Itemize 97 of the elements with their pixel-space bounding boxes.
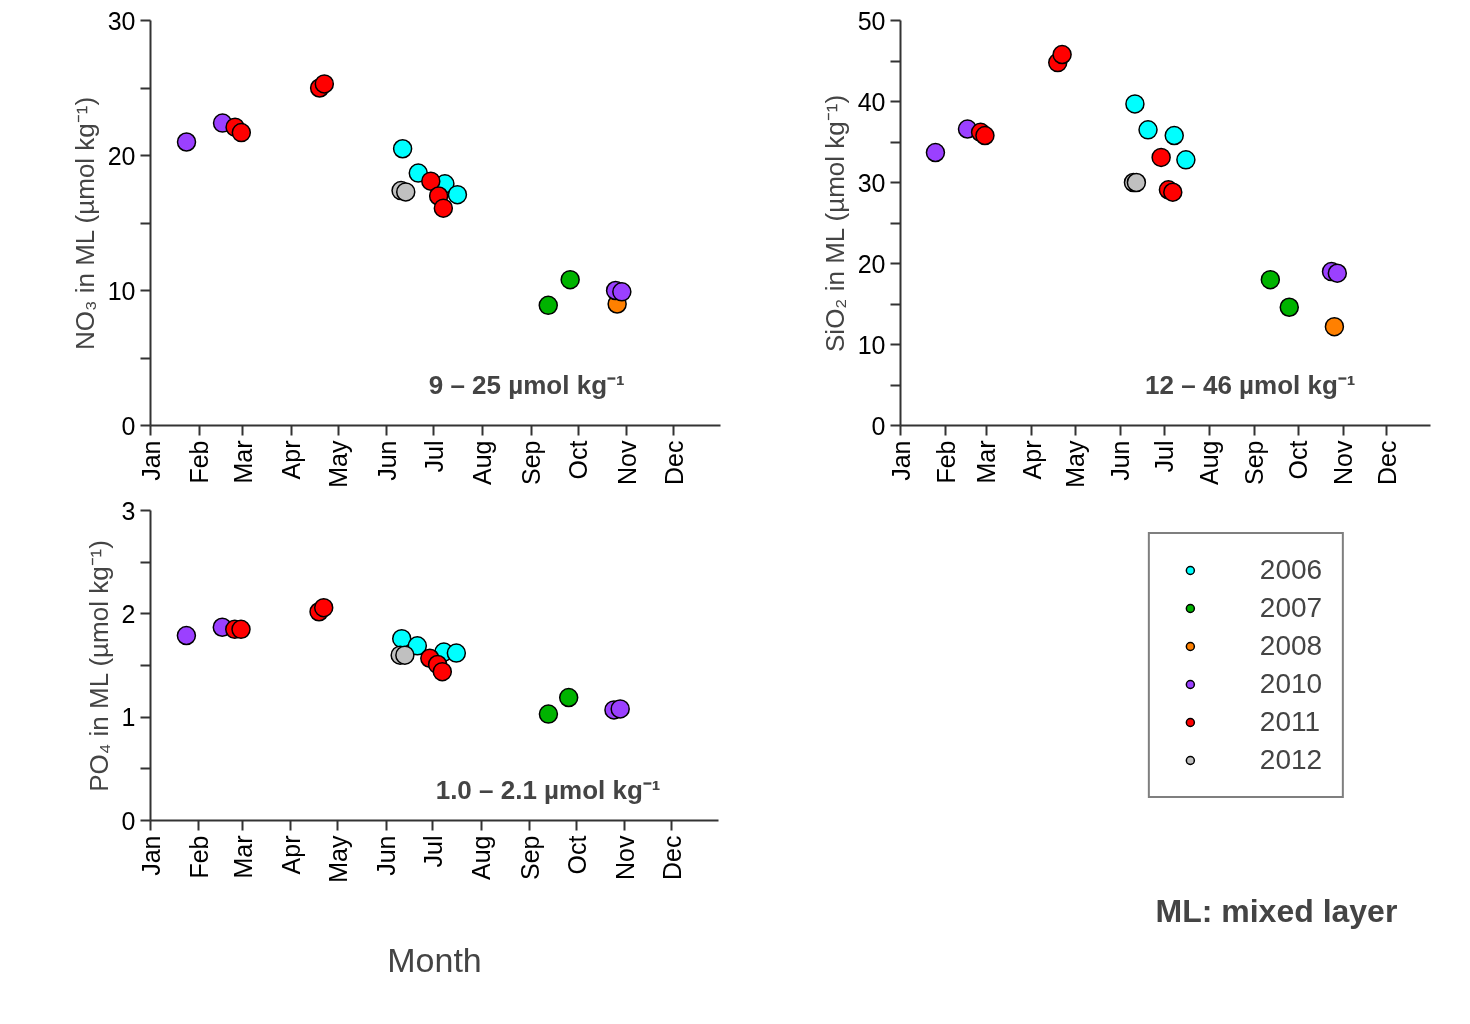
point	[447, 184, 468, 205]
x-tick-label: Jul	[419, 440, 448, 473]
y-tick-label: 50	[857, 6, 886, 35]
y-axis-title: NO₃ in ML (µmol kg⁻¹)	[69, 96, 100, 351]
x-tick-label: Jan	[886, 440, 915, 481]
point	[538, 295, 558, 316]
x-tick-label: Sep	[1240, 440, 1269, 485]
x-tick-label: May	[323, 835, 352, 883]
point	[1327, 263, 1348, 283]
x-tick-label: Jan	[136, 835, 165, 876]
y-tick-label: 1	[121, 703, 136, 732]
y-tick-label: 0	[121, 411, 136, 440]
point	[314, 74, 335, 94]
x-tick-label: Mar	[228, 835, 257, 879]
y-tick-label: 20	[857, 249, 886, 278]
legend-label: 2006	[1259, 554, 1323, 586]
point	[231, 619, 251, 640]
x-tick-label: Jun	[1106, 440, 1135, 481]
x-tick-label: Oct	[564, 440, 592, 480]
point	[1164, 125, 1184, 146]
point	[446, 643, 467, 663]
x-tick-label: Aug	[467, 835, 496, 880]
legend-label: 2012	[1259, 744, 1323, 776]
point	[176, 132, 197, 152]
x-tick-label: May	[1061, 440, 1090, 488]
point	[560, 269, 580, 290]
point	[432, 661, 453, 682]
x-tick-label: Dec	[1372, 440, 1401, 485]
point	[1260, 269, 1281, 290]
point	[612, 282, 632, 302]
x-tick-label: Jun	[372, 440, 401, 481]
point	[421, 171, 441, 191]
point	[1151, 147, 1171, 168]
y-tick-label: 30	[107, 6, 136, 35]
x-tick-label: Feb	[931, 440, 960, 484]
x-tick-label: Nov	[612, 440, 641, 485]
text: ML: mixed layer	[1155, 892, 1398, 929]
x-tick-label: Sep	[517, 440, 546, 485]
x-tick-label: Oct	[562, 835, 591, 875]
point	[538, 704, 559, 724]
x-tick-label: Jul	[1150, 440, 1179, 473]
x-tick-label: Nov	[610, 835, 639, 880]
x-tick-label: Feb	[185, 440, 214, 484]
y-tick-label: 0	[121, 806, 136, 835]
point	[392, 139, 413, 159]
point	[433, 198, 454, 218]
point	[1125, 94, 1145, 114]
point	[395, 645, 415, 665]
y-tick-label: 0	[871, 411, 886, 440]
point	[975, 125, 995, 146]
legend-label: 2008	[1259, 630, 1323, 662]
point	[610, 699, 630, 719]
point	[176, 625, 197, 646]
x-tick-label: Mar	[972, 440, 1001, 484]
point	[231, 122, 252, 143]
point	[925, 142, 946, 163]
x-tick-label: Apr	[277, 440, 306, 480]
y-tick-label: 10	[857, 330, 886, 359]
point	[1176, 150, 1196, 170]
x-tick-label: Mar	[228, 440, 257, 484]
point	[396, 182, 416, 202]
point	[1138, 120, 1158, 140]
x-tick-label: Sep	[515, 835, 544, 880]
y-tick-label: 3	[121, 496, 136, 525]
x-axis-title: Month	[387, 940, 482, 979]
x-tick-label: Dec	[659, 440, 688, 485]
x-tick-label: May	[324, 440, 353, 488]
x-tick-label: Jul	[418, 835, 447, 868]
point	[558, 687, 579, 708]
legend-label: 2011	[1259, 706, 1321, 738]
y-axis-title: PO₄ in ML (µmol kg⁻¹)	[83, 540, 114, 792]
y-tick-label: 30	[857, 168, 886, 197]
x-tick-label: Aug	[468, 440, 497, 485]
legend-label: 2007	[1259, 592, 1323, 624]
point	[1279, 297, 1300, 317]
y-axis-title: SiO₂ in ML (µmol kg⁻¹)	[819, 94, 850, 352]
annotation: 12 – 46 µmol kg⁻¹	[1145, 370, 1356, 400]
x-tick-label: Apr	[276, 835, 305, 875]
point	[313, 597, 334, 618]
y-tick-label: 10	[107, 276, 136, 305]
annotation: 9 – 25 µmol kg⁻¹	[428, 370, 625, 400]
annotation: 1.0 – 2.1 µmol kg⁻¹	[435, 774, 661, 805]
x-tick-label: Apr	[1017, 440, 1046, 480]
x-tick-label: Jan	[136, 440, 165, 481]
x-tick-label: Dec	[657, 835, 686, 880]
legend-label: 2010	[1259, 668, 1323, 700]
point	[1052, 44, 1072, 65]
y-tick-label: 2	[121, 599, 136, 628]
x-tick-label: Nov	[1329, 440, 1358, 485]
x-tick-label: Oct	[1284, 440, 1312, 480]
x-tick-label: Aug	[1195, 440, 1224, 485]
point	[1324, 316, 1345, 337]
y-tick-label: 40	[857, 87, 886, 116]
y-tick-label: 20	[107, 141, 136, 170]
x-tick-label: Jun	[372, 835, 401, 876]
point	[1163, 182, 1183, 202]
x-tick-label: Feb	[184, 835, 213, 879]
